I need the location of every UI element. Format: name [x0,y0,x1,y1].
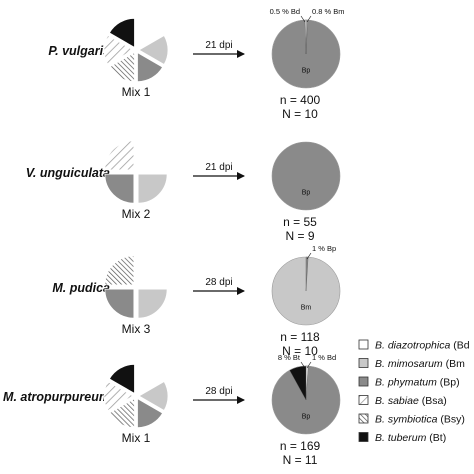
nodule-annotation-b-diazotrophica-bd: 0.5 % Bd [270,7,300,16]
nodule-pie-outline [271,19,341,89]
nodule-annotation-b-phymatum-bp: 1 % Bp [312,244,336,253]
inoculum-label: Mix 1 [122,431,151,445]
inoculum-pie [103,363,169,429]
annotation-leader [300,361,306,369]
nodule-pie: Bp 1 % Bd 8 % Bt [271,353,341,435]
inoculum-slice-b-symbiotica-bsy [108,51,135,83]
inoculum-slice-b-phymatum-bp [137,51,164,83]
legend-item-b-phymatum-bp: B. phymatum (Bp) [358,376,460,389]
inoculum-pie [103,17,169,83]
nodule-annotation-b-mimosarum-bm: 0.8 % Bm [312,7,345,16]
legend-swatch [358,339,369,350]
host-label: M. atropurpureum [3,390,110,404]
nodule-main-label: Bm [301,304,312,311]
inoculum-slice-b-phymatum-bp [104,173,135,204]
inoculum-slice-b-sabiae-bsa [104,140,135,171]
legend-swatch [358,413,369,424]
inoculum-slice-b-mimosarum-bm [137,288,168,319]
inoculum-slice-b-sabiae-bsa [103,380,134,412]
inoculum-label: Mix 2 [122,207,151,221]
nodule-slice-b-phymatum-bp [272,20,341,89]
inoculum-slice-b-mimosarum-bm [138,380,169,412]
n-plants-label: N = 11 [283,453,318,467]
legend-label: B. sabiae (Bsa) [375,395,447,407]
pie-rows: P. vulgaris Mix 1 21 dpi Bp 0.8 % Bm 0.5 % Bd… [3,7,344,467]
dpi-label: 28 dpi [205,277,232,288]
row-m-atropurpureum: M. atropurpureum Mix 1 28 dpi Bp 1 % Bd 8 % B… [3,353,341,467]
dpi-label: 21 dpi [205,40,232,51]
annotation-leader [306,15,312,23]
legend-label: B. mimosarum (Bm [375,358,465,370]
nodule-pie: Bp [271,141,341,211]
legend-label: B. symbiotica (Bsy) [375,414,465,426]
n-nodules-label: n = 169 [280,439,321,453]
legend-swatch [358,376,369,387]
inoculum-slice-b-phymatum-bp [104,288,135,319]
legend-swatch [358,432,369,442]
legend-label: B. diazotrophica (Bd [375,340,470,352]
legend-label: B. phymatum (Bp) [375,377,460,389]
inoculum-pie [104,255,168,319]
legend-swatch [358,395,369,405]
nodule-pie-outline [271,141,341,211]
n-plants-label: N = 10 [282,107,318,121]
row-p-vulgaris: P. vulgaris Mix 1 21 dpi Bp 0.8 % Bm 0.5 % Bd… [48,7,344,121]
legend-item-b-diazotrophica-bd: B. diazotrophica (Bd [358,339,470,352]
nodule-main-label: Bp [302,189,311,196]
n-nodules-label: n = 55 [283,215,317,229]
nodule-main-label: Bp [302,67,311,74]
nodule-pie: Bp 0.8 % Bm 0.5 % Bd [270,7,345,89]
inoculum-slice-b-mimosarum-bm [137,173,168,204]
legend-label: B. tuberum (Bt) [375,432,446,444]
dpi-label: 21 dpi [205,162,232,173]
inoculum-slice-b-diazotrophica-bd [137,17,164,49]
n-plants-label: N = 9 [285,229,314,243]
legend: B. diazotrophica (Bd B. mimosarum (Bm B. p… [358,339,470,444]
inoculum-slice-b-mimosarum-bm [138,34,169,66]
n-nodules-label: n = 400 [280,93,321,107]
inoculum-slice-b-tuberum-bt [108,363,135,395]
host-label: V. unguiculata [26,166,110,180]
inoculum-pie [104,140,168,204]
dpi-label: 28 dpi [205,386,232,397]
nodule-main-label: Bp [302,413,311,420]
legend-item-b-symbiotica-bsy: B. symbiotica (Bsy) [358,413,465,426]
inoculum-slice-b-phymatum-bp [137,397,164,429]
nodule-annotation-b-tuberum-bt: 8 % Bt [278,353,301,362]
inoculum-label: Mix 3 [122,322,151,336]
inoculum-slice-b-diazotrophica-bd [137,363,164,395]
inoculum-slice-b-tuberum-bt [108,17,135,49]
legend-item-b-sabiae-bsa: B. sabiae (Bsa) [358,395,447,407]
nodule-pie: Bm 1 % Bp [271,244,341,326]
row-v-unguiculata: V. unguiculata Mix 2 21 dpi Bp n = 55N = 9 [26,140,341,243]
legend-item-b-tuberum-bt: B. tuberum (Bt) [358,432,446,444]
n-nodules-label: n = 118 [280,330,320,344]
inoculum-slice-b-sabiae-bsa [103,34,134,66]
nodule-annotation-b-diazotrophica-bd: 1 % Bd [312,353,336,362]
host-label: M. pudica [52,281,110,295]
annotation-leader [306,361,312,369]
inoculum-label: Mix 1 [122,85,151,99]
nodule-pie-outline [271,256,341,326]
n-plants-label: N = 10 [282,344,318,358]
inoculum-slice-b-symbiotica-bsy [108,397,135,429]
inoculum-slice-b-diazotrophica-bd [137,255,168,286]
annotation-leader [300,15,306,23]
inoculum-slice-b-diazotrophica-bd [137,140,168,171]
inoculum-slice-b-symbiotica-bsy [104,255,135,286]
annotation-leader [306,252,312,260]
nodule-pie-outline [271,365,341,435]
legend-swatch [358,358,369,368]
nodule-slice-b-phymatum-bp [272,142,340,210]
legend-item-b-mimosarum-bm: B. mimosarum (Bm [358,358,465,370]
host-label: P. vulgaris [48,44,110,58]
